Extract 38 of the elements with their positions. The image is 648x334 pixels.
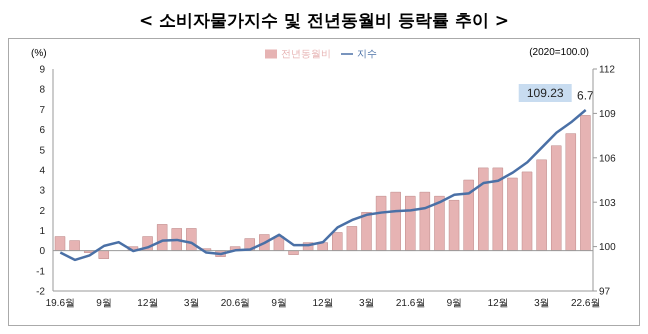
x-tick-label: 12월 bbox=[312, 298, 334, 310]
y2-tick-label: 106 bbox=[599, 153, 616, 164]
x-tick-label: 19.6월 bbox=[46, 298, 76, 310]
x-tick-label: 9월 bbox=[271, 298, 287, 310]
x-tick-label: 3월 bbox=[359, 298, 375, 310]
y-tick-label: 7 bbox=[39, 104, 46, 116]
data-label: 109.23 bbox=[526, 86, 564, 100]
y-tick-label: 9 bbox=[39, 64, 46, 76]
legend-label: 전년동월비 bbox=[281, 49, 331, 60]
y-tick-label: 4 bbox=[39, 165, 46, 176]
y-tick-label: 8 bbox=[39, 84, 46, 96]
x-tick-label: 21.6월 bbox=[396, 298, 426, 310]
y-tick-label: 1 bbox=[39, 226, 46, 238]
x-tick-label: 9월 bbox=[96, 298, 112, 310]
legend-label: 지수 bbox=[357, 49, 377, 60]
y-tick-label: 0 bbox=[39, 246, 46, 258]
y2-tick-label: 109 bbox=[599, 108, 616, 120]
y-tick-label: 3 bbox=[39, 186, 46, 197]
x-tick-label: 22.6월 bbox=[570, 298, 600, 310]
y2-tick-label: 103 bbox=[599, 198, 616, 209]
chart-title: < 소비자물가지수 및 전년동월비 등락률 추이 > bbox=[138, 10, 510, 33]
x-tick-label: 12월 bbox=[137, 298, 158, 310]
x-tick-label: 3월 bbox=[534, 298, 550, 310]
x-tick-label: 20.6월 bbox=[220, 298, 250, 310]
y-tick-label: -1 bbox=[36, 266, 46, 278]
y-tick-label: 5 bbox=[39, 145, 46, 156]
y-tick-label: 6 bbox=[39, 125, 46, 136]
x-tick-label: 9월 bbox=[446, 298, 462, 310]
y-tick-label: 2 bbox=[39, 206, 46, 217]
x-tick-label: 12월 bbox=[488, 298, 509, 310]
y2-tick-label: 100 bbox=[599, 242, 616, 254]
y2-tick-label: 112 bbox=[599, 64, 616, 76]
y2-tick-label: 97 bbox=[599, 286, 611, 298]
x-tick-label: 3월 bbox=[184, 298, 200, 310]
data-label: 6.7 bbox=[577, 88, 594, 102]
y-tick-label: -2 bbox=[36, 286, 46, 298]
text: (2020=100.0) bbox=[529, 47, 589, 58]
y-axis-title: (%) bbox=[31, 48, 47, 59]
